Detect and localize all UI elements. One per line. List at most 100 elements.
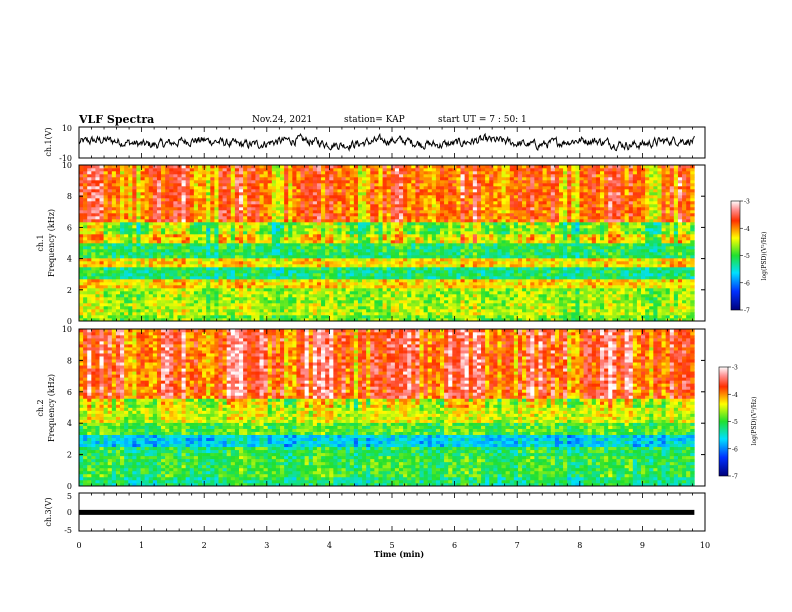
spectrogram-cell [600, 279, 605, 283]
spectrogram-cell [370, 315, 375, 319]
spectrogram-cell [185, 303, 191, 307]
spectrogram-cell [91, 252, 96, 256]
spectrogram-cell [431, 225, 437, 229]
spectrogram-cell [292, 258, 297, 262]
spectrogram-cell [476, 276, 482, 280]
spectrogram-cell [476, 246, 482, 250]
spectrogram-cell [300, 264, 305, 268]
spectrogram-cell [464, 258, 470, 262]
spectrogram-cell [567, 261, 572, 265]
spectrogram-cell [456, 303, 461, 307]
spectrogram-cell [403, 309, 408, 313]
spectrogram-cell [193, 273, 199, 277]
spectrogram-cell [394, 255, 400, 259]
spectrogram-cell [501, 246, 506, 250]
spectrogram-cell [312, 255, 318, 259]
spectrogram-cell [517, 297, 523, 301]
spectrogram-cell [288, 228, 293, 232]
spectrogram-cell [357, 318, 363, 322]
spectrogram-cell [415, 300, 420, 304]
spectrogram-cell [591, 276, 597, 280]
spectrogram-cell [394, 315, 400, 319]
spectrogram-cell [111, 219, 117, 223]
spectrogram-cell [234, 240, 240, 244]
spectrogram-cell [308, 318, 314, 322]
spectrogram-cell [148, 222, 154, 226]
spectrogram-cell [140, 300, 145, 304]
spectrogram-cell [193, 315, 199, 319]
spectrogram-cell [128, 276, 133, 280]
spectrogram-cell [243, 234, 248, 238]
spectrogram-cell [579, 288, 584, 292]
spectrogram-cell [226, 282, 232, 286]
spectrogram-cell [197, 258, 203, 262]
spectrogram-cell [275, 282, 281, 286]
spectrogram-cell [579, 231, 584, 235]
spectrogram-cell [284, 282, 289, 286]
spectrogram-cell [173, 243, 178, 247]
spectrogram-cell [427, 252, 433, 256]
spectrogram-cell [517, 255, 523, 259]
spectrogram-cell [226, 276, 232, 280]
spectrogram-cell [128, 225, 133, 229]
spectrogram-cell [616, 303, 621, 307]
spectrogram-cell [427, 222, 433, 226]
spectrogram-cell [497, 222, 502, 226]
spectrogram-cell [682, 258, 687, 262]
spectrogram-cell [415, 303, 420, 307]
spectrogram-cell [107, 261, 113, 265]
spectrogram-cell [156, 264, 162, 268]
spectrogram-cell [657, 231, 662, 235]
spectrogram-cell [415, 237, 420, 241]
spectrogram-cell [185, 246, 191, 250]
spectrogram-cell [280, 297, 285, 301]
spectrogram-cell [193, 297, 199, 301]
spectrogram-cell [382, 222, 387, 226]
spectrogram-cell [682, 306, 687, 310]
spectrogram-cell [366, 300, 371, 304]
spectrogram-cell [226, 252, 232, 256]
spectrogram-cell [665, 306, 671, 310]
spectrogram-cell [468, 273, 474, 277]
spectrogram-cell [267, 228, 273, 232]
spectrogram-cell [579, 237, 584, 241]
spectrogram-cell [124, 303, 129, 307]
spectrogram-cell [124, 246, 129, 250]
spectrogram-cell [657, 237, 662, 241]
spectrogram-cell [140, 231, 145, 235]
spectrogram-cell [501, 258, 506, 262]
spectrogram-cell [263, 246, 269, 250]
spectrogram-cell [284, 258, 289, 262]
spectrogram-cell [505, 288, 511, 292]
spectrogram-cell [620, 255, 625, 259]
spectrogram-cell [91, 270, 96, 274]
spectrogram-cell [197, 315, 203, 319]
spectrogram-cell [206, 228, 211, 232]
spectrogram-cell [292, 276, 297, 280]
spectrogram-cell [308, 315, 314, 319]
spectrogram-cell [435, 267, 441, 271]
spectrogram-cell [546, 273, 552, 277]
spectrogram-cell [378, 264, 383, 268]
spectrogram-cell [690, 267, 695, 271]
spectrogram-cell [661, 318, 666, 322]
spectrogram-cell [636, 228, 642, 232]
spectrogram-cell [321, 267, 326, 271]
spectrogram-cell [91, 258, 96, 262]
spectrogram-cell [312, 285, 318, 289]
spectrogram-cell [612, 270, 617, 274]
spectrogram-cell [411, 318, 416, 322]
spectrogram-cell [612, 243, 617, 247]
spectrogram-cell [366, 303, 371, 307]
spectrogram-cell [107, 318, 113, 322]
spectrogram-cell [132, 288, 137, 292]
spectrogram-cell [489, 300, 494, 304]
spectrogram-cell [124, 273, 129, 277]
spectrogram-cell [321, 222, 326, 226]
spectrogram-cell [386, 294, 392, 298]
spectrogram-cell [563, 267, 568, 271]
spectrogram-cell [87, 315, 92, 319]
spectrogram-cell [571, 285, 576, 289]
spectrogram-cell [325, 252, 330, 256]
spectrogram-cell [501, 282, 506, 286]
